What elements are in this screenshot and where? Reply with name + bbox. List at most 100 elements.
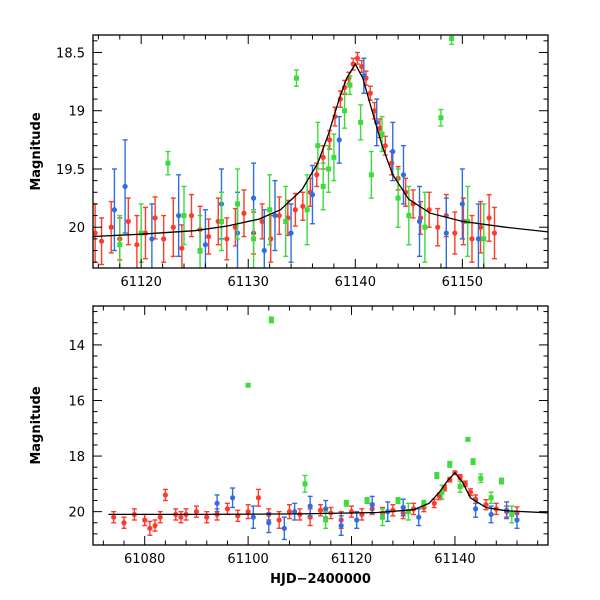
x-tick-label: 61140	[335, 275, 376, 290]
data-point-red	[125, 218, 131, 224]
y-tick-label: 16	[68, 394, 85, 409]
data-point-red	[232, 224, 238, 230]
x-tick-label: 61150	[442, 275, 483, 290]
data-point-red	[286, 509, 293, 515]
data-point-green	[368, 172, 374, 178]
x-tick-label: 61080	[124, 552, 165, 567]
data-point-red	[170, 224, 176, 230]
data-point-red	[152, 215, 158, 221]
x-tick-label: 61120	[331, 552, 372, 567]
data-point-red	[93, 230, 98, 236]
data-point-red	[111, 514, 117, 520]
data-point-green	[315, 143, 321, 149]
top-panel-light-curve-zoom: 61120 61130 61140 61150 18.5 19 19.5 20 Magnitud…	[29, 34, 549, 290]
data-point-red	[245, 509, 251, 515]
data-point-green	[449, 35, 455, 41]
data-point-green	[395, 498, 401, 504]
data-point-blue	[416, 218, 423, 224]
data-point-red	[469, 236, 475, 242]
data-point-red	[354, 55, 361, 61]
plot-frame	[92, 305, 549, 546]
data-point-blue	[230, 495, 236, 501]
data-point-green	[405, 509, 411, 515]
data-point-green	[364, 498, 370, 504]
data-point-red	[268, 236, 274, 242]
data-point-green	[283, 218, 289, 224]
data-point-blue	[323, 506, 329, 512]
data-point-red	[477, 224, 484, 230]
data-point-green	[379, 131, 385, 137]
data-point-red	[436, 493, 443, 499]
y-axis-label: Magnitude	[29, 112, 44, 191]
data-point-red	[367, 90, 373, 96]
data-point-red	[431, 500, 437, 506]
data-point-blue	[292, 509, 298, 515]
data-point-red	[188, 212, 195, 219]
data-point-blue	[459, 201, 465, 207]
data-point-blue	[288, 230, 294, 236]
data-point-red	[142, 517, 148, 523]
data-point-red	[371, 108, 378, 114]
data-point-blue	[338, 522, 344, 529]
data-point-blue	[336, 137, 342, 143]
y-tick-label: 18	[68, 450, 85, 465]
data-point-green	[304, 207, 310, 213]
data-point-green	[267, 207, 273, 213]
data-point-green	[421, 500, 427, 506]
model-curve-line	[93, 62, 548, 238]
data-point-blue	[400, 504, 406, 511]
data-point-red	[193, 509, 200, 515]
data-point-green	[358, 119, 364, 125]
series-green	[245, 316, 515, 530]
data-point-blue	[307, 503, 313, 509]
data-point-red	[314, 172, 320, 178]
data-point-green	[268, 317, 274, 323]
data-point-green	[465, 218, 471, 224]
data-point-blue	[272, 212, 278, 219]
data-point-blue	[214, 500, 220, 506]
data-point-blue	[111, 207, 118, 213]
data-point-green	[326, 166, 332, 172]
y-tick-label: 18.5	[56, 46, 85, 61]
data-point-blue	[514, 517, 520, 523]
data-point-blue	[261, 247, 267, 254]
data-point-green	[481, 236, 487, 242]
y-tick-label: 20	[68, 506, 85, 521]
data-point-green	[218, 218, 224, 224]
data-point-green	[302, 481, 308, 487]
series-green	[117, 35, 487, 268]
data-point-red	[300, 203, 306, 209]
y-tick-label: 20	[68, 221, 85, 236]
data-point-green	[447, 461, 453, 467]
data-point-green	[320, 183, 326, 189]
data-point-green	[342, 108, 348, 114]
data-point-red	[359, 63, 365, 70]
plot-area	[108, 316, 548, 541]
data-point-green	[235, 201, 241, 207]
bottom-panel-light-curve-full: 61080 61100 61120 61140 14 16 18 20 Magnitude HJD…	[29, 305, 549, 587]
data-point-green	[347, 82, 353, 88]
data-point-red	[108, 224, 114, 230]
data-point-red	[178, 514, 184, 520]
data-point-red	[486, 215, 492, 221]
data-point-green	[343, 500, 349, 506]
data-point-green	[470, 459, 476, 465]
data-point-green	[422, 224, 428, 230]
data-point-red	[152, 522, 158, 529]
data-point-blue	[250, 195, 257, 201]
data-point-blue	[475, 236, 482, 242]
data-point-red	[452, 230, 458, 236]
data-point-red	[276, 517, 282, 523]
data-point-green	[251, 236, 257, 242]
data-point-green	[165, 160, 171, 166]
data-point-blue	[443, 230, 449, 236]
data-point-green	[465, 436, 471, 442]
data-point-red	[134, 242, 140, 248]
data-point-red	[204, 514, 210, 520]
data-point-red	[179, 245, 185, 251]
data-point-red	[292, 207, 298, 213]
data-point-red	[162, 492, 168, 498]
data-point-green	[498, 478, 504, 484]
data-point-red	[206, 233, 212, 240]
data-point-blue	[176, 212, 182, 219]
